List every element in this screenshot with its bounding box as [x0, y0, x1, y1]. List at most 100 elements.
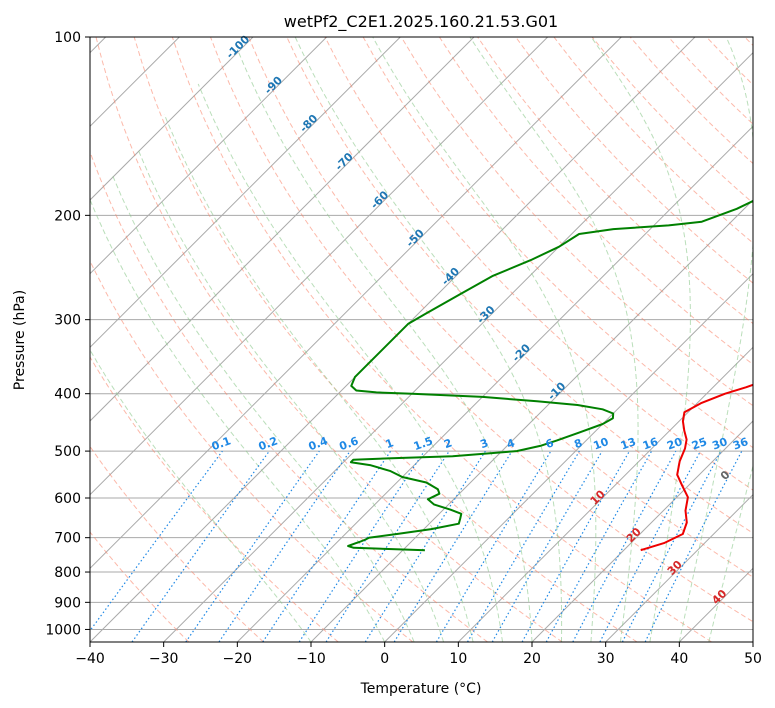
background-lines [90, 37, 753, 642]
x-tick-label: 10 [449, 651, 467, 667]
moist-adiabat [237, 49, 533, 642]
x-tick-label: 0 [380, 651, 389, 667]
x-tick-label: −30 [149, 651, 179, 667]
moist-adiabat [197, 83, 503, 642]
y-tick-label: 800 [54, 565, 81, 581]
isotherm-gridline [457, 346, 753, 642]
dry-adiabat [438, 37, 753, 366]
moist-adiabat [678, 37, 753, 642]
isotherm-gridline [90, 37, 622, 570]
y-tick-label: 700 [54, 531, 81, 547]
mixing-ratio-line [644, 450, 743, 642]
dry-adiabat [171, 37, 712, 642]
dry-adiabat [90, 356, 339, 642]
mixing-ratio-label: 8 [572, 436, 584, 451]
mixing-ratio-label: 0.6 [338, 434, 361, 453]
temperature-line [640, 383, 753, 552]
dry-adiabat [324, 37, 753, 491]
moist-adiabat [708, 464, 753, 642]
series-layer [347, 199, 753, 552]
mixing-ratio-label: 25 [690, 435, 709, 452]
moist-adiabat [90, 349, 312, 642]
isotherm-gridline [163, 51, 753, 642]
mixing-ratio-label: 2 [442, 436, 454, 451]
y-tick-label: 200 [54, 208, 81, 224]
dry-adiabat [90, 445, 264, 642]
mixing-ratio-label: 30 [710, 435, 729, 453]
mixing-ratio-label: 20 [665, 435, 684, 453]
moist-adiabat [372, 37, 597, 642]
mixing-ratio-line [545, 450, 653, 642]
dry-adiabat [90, 259, 414, 642]
x-tick-label: −20 [223, 651, 253, 667]
isotherm-gridline [531, 420, 753, 642]
mixing-ratio-label: 16 [641, 435, 660, 453]
moist-adiabat [590, 37, 691, 642]
moist-adiabat [137, 149, 445, 642]
mixing-ratio-line [325, 450, 450, 642]
mixing-ratio-label: 1.5 [412, 434, 435, 453]
x-tick-label: −40 [75, 651, 105, 667]
mixing-ratio-line [218, 450, 351, 642]
mixing-ratio-line [393, 450, 513, 642]
mixing-ratio-label: 0.2 [257, 434, 280, 453]
mixing-ratio-label: 10 [592, 435, 611, 453]
mixing-ratio-label: 6 [544, 436, 556, 451]
x-tick-label: 50 [744, 651, 762, 667]
dry-adiabat [90, 531, 190, 642]
x-axis-label: Temperature (°C) [360, 681, 482, 697]
dewpoint-line [347, 199, 753, 552]
dry-adiabat [210, 37, 753, 623]
y-tick-label: 600 [54, 491, 81, 507]
y-tick-label: 400 [54, 387, 81, 403]
mixing-ratio-label: 13 [619, 435, 638, 452]
isotherm-gridline [90, 37, 254, 201]
moist-adiabat [294, 37, 563, 642]
moist-adiabat [111, 173, 415, 642]
y-tick-label: 500 [54, 444, 81, 460]
plot-frame [89, 36, 754, 643]
x-tick-label: 30 [597, 651, 615, 667]
mixing-ratio-label: 1 [384, 436, 396, 451]
dry-adiabat [90, 150, 488, 642]
y-tick-label: 900 [54, 595, 81, 611]
mixing-ratio-label: 0.1 [210, 434, 233, 453]
isotherm-gridline [90, 37, 328, 275]
dry-adiabat [400, 37, 753, 407]
y-tick-label: 1000 [45, 622, 81, 638]
mixing-ratio-label: 36 [731, 435, 750, 453]
dry-adiabat [95, 37, 563, 642]
mixing-ratio-line [185, 450, 320, 642]
dry-adiabat [515, 37, 753, 284]
isotherm-gridline [90, 37, 549, 496]
moist-adiabat [90, 198, 386, 642]
mixing-ratio-line [90, 450, 223, 632]
y-tick-label: 100 [54, 30, 81, 46]
moist-adiabat [163, 114, 474, 642]
y-axis-label: Pressure (hPa) [12, 290, 28, 390]
mixing-ratio-line [262, 450, 392, 642]
isotherm-gridline [90, 37, 401, 349]
dry-adiabat [133, 37, 638, 642]
mixing-ratio-line [298, 450, 425, 642]
moist-adiabat [469, 37, 639, 642]
mixing-ratio-line [572, 450, 677, 642]
mixing-ratio-line [131, 450, 270, 642]
isotherm-gridline [605, 493, 753, 642]
x-tick-label: 40 [670, 651, 688, 667]
dry-adiabat [248, 37, 753, 578]
plot-area [90, 37, 753, 642]
x-axis: −40 −30 −20 −10 0 10 20 30 40 50 [75, 642, 762, 667]
y-tick-label: 300 [54, 313, 81, 329]
x-tick-label: −10 [296, 651, 326, 667]
mixing-ratio-line [521, 450, 631, 642]
isotherm-gridline [384, 272, 753, 642]
mixing-ratio-label: 3 [478, 436, 490, 451]
isotherm-gridline [90, 37, 475, 422]
x-tick-label: 20 [523, 651, 541, 667]
line-labels: 0.1 0.2 0.4 0.6 1 1.5 2 3 4 6 8 10 13 16 20 25 30 36-100-… [210, 32, 750, 607]
mixing-ratio-label: 0.4 [307, 434, 330, 453]
isotherm-gridline [236, 125, 753, 642]
y-axis: 100 200 300 400 500 600 700 800 900 1000 [45, 30, 90, 638]
